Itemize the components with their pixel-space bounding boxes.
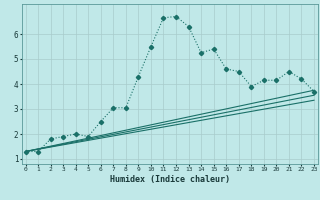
X-axis label: Humidex (Indice chaleur): Humidex (Indice chaleur) (110, 175, 230, 184)
